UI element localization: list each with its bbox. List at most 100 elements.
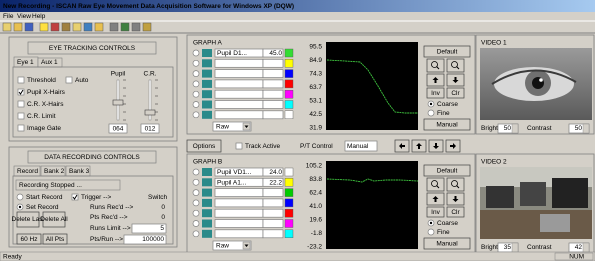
channel-name: Pupil D1... xyxy=(217,50,247,57)
toolbar-icon[interactable] xyxy=(84,23,92,31)
axis-label: 105.2 xyxy=(306,163,323,170)
slider-thumb[interactable] xyxy=(145,110,155,115)
channel-radio[interactable] xyxy=(193,169,199,175)
radio-option-radio[interactable] xyxy=(17,194,23,200)
button-label: Delete All xyxy=(40,216,68,223)
toolbar-icon[interactable] xyxy=(14,23,22,31)
tab-label[interactable]: Bank 3 xyxy=(69,168,90,175)
radio-option-dot xyxy=(19,206,21,208)
channel-radio[interactable] xyxy=(193,221,199,227)
clr-button-label: Clr xyxy=(451,90,460,97)
channel-color[interactable] xyxy=(285,111,293,119)
manual-button-label: Manual xyxy=(436,122,458,129)
channel-radio[interactable] xyxy=(193,231,199,237)
checkbox-box[interactable] xyxy=(18,125,24,131)
menu-item[interactable]: File xyxy=(3,13,14,20)
slider-thumb[interactable] xyxy=(113,100,123,105)
tab-label[interactable]: Aux 1 xyxy=(41,59,58,66)
channel-radio[interactable] xyxy=(193,210,199,216)
channel-color[interactable] xyxy=(285,199,293,207)
channel-name-field xyxy=(215,230,263,238)
channel-radio[interactable] xyxy=(193,71,199,77)
channel-color[interactable] xyxy=(285,209,293,217)
checkbox: C.R. X-Hairs xyxy=(27,101,64,108)
zoom-out-button[interactable] xyxy=(447,178,464,191)
channel-radio[interactable] xyxy=(193,91,199,97)
resolution-option-radio[interactable] xyxy=(428,229,434,235)
menu-item[interactable]: View xyxy=(17,13,31,20)
toolbar-icon[interactable] xyxy=(62,23,70,31)
default-button-label: Default xyxy=(437,168,458,175)
spin-button[interactable] xyxy=(512,124,518,133)
toolbar-icon[interactable] xyxy=(25,23,33,31)
resolution-option: Fine xyxy=(437,229,450,236)
checkbox: Trigger --> xyxy=(81,194,111,201)
monitor xyxy=(486,186,514,208)
channel-radio[interactable] xyxy=(193,102,199,108)
checkbox-box[interactable] xyxy=(236,143,242,149)
spin-button[interactable] xyxy=(512,243,518,252)
counter-label: Pts Rec'd --> xyxy=(90,214,128,221)
tab-label[interactable]: Eye 1 xyxy=(17,59,34,66)
channel-radio[interactable] xyxy=(193,200,199,206)
window-title: New Recording - ISCAN Raw Eye Movement D… xyxy=(3,3,294,10)
menu-item[interactable]: Help xyxy=(32,13,46,20)
axis-label: 31.9 xyxy=(309,125,322,132)
channel-name-field xyxy=(215,111,263,119)
channel-color[interactable] xyxy=(285,49,293,57)
toolbar-icon[interactable] xyxy=(132,23,140,31)
zoom-in-button[interactable] xyxy=(427,178,444,191)
channel-value-field xyxy=(263,70,283,78)
checkbox-box[interactable] xyxy=(18,113,24,119)
graph-title: GRAPH A xyxy=(193,40,223,47)
toolbar-icon[interactable] xyxy=(110,23,118,31)
checkbox-box[interactable] xyxy=(18,77,24,83)
channel-color[interactable] xyxy=(285,189,293,197)
channel-color[interactable] xyxy=(285,90,293,98)
channel-value-field xyxy=(263,209,283,217)
desk xyxy=(480,210,592,239)
channel-radio[interactable] xyxy=(193,179,199,185)
default-button-label: Default xyxy=(437,49,458,56)
toolbar-icon[interactable] xyxy=(143,23,151,31)
channel-color[interactable] xyxy=(285,220,293,228)
toolbar-icon[interactable] xyxy=(73,23,81,31)
channel-color[interactable] xyxy=(285,230,293,238)
tab-label[interactable]: Record xyxy=(17,168,38,175)
channel-radio[interactable] xyxy=(193,112,199,118)
spin-button[interactable] xyxy=(583,243,589,252)
toolbar-icon[interactable] xyxy=(95,23,103,31)
checkbox-box[interactable] xyxy=(18,101,24,107)
toolbar-icon[interactable] xyxy=(51,23,59,31)
channel-radio[interactable] xyxy=(193,81,199,87)
channel-color[interactable] xyxy=(285,168,293,176)
channel-radio[interactable] xyxy=(193,60,199,66)
resolution-option-radio[interactable] xyxy=(428,110,434,116)
channel-color[interactable] xyxy=(285,178,293,186)
channel-swatch xyxy=(202,230,212,238)
channel-color[interactable] xyxy=(285,80,293,88)
mode-label[interactable]: Raw xyxy=(216,124,229,131)
channel-radio[interactable] xyxy=(193,50,199,56)
channel-radio[interactable] xyxy=(193,190,199,196)
zoom-out-button[interactable] xyxy=(447,59,464,72)
spin-button[interactable] xyxy=(583,124,589,133)
channel-value-field xyxy=(263,80,283,88)
graph-title: GRAPH B xyxy=(193,159,222,166)
channel-value-field xyxy=(263,189,283,197)
mode-label[interactable]: Raw xyxy=(216,243,229,250)
checkbox-box[interactable] xyxy=(66,77,72,83)
counter-value: 0 xyxy=(161,214,165,221)
channel-color[interactable] xyxy=(285,70,293,78)
channel-color[interactable] xyxy=(285,101,293,109)
toolbar-icon[interactable] xyxy=(121,23,129,31)
toolbar-icon[interactable] xyxy=(3,23,11,31)
zoom-in-button[interactable] xyxy=(427,59,444,72)
channel-value-field xyxy=(263,111,283,119)
channel-value-field xyxy=(263,101,283,109)
toolbar-icon[interactable] xyxy=(40,23,48,31)
tab-label[interactable]: Bank 2 xyxy=(44,168,65,175)
axis-label: 84.9 xyxy=(309,57,322,64)
channel-color[interactable] xyxy=(285,59,293,67)
counter-value: 100000 xyxy=(142,236,164,243)
